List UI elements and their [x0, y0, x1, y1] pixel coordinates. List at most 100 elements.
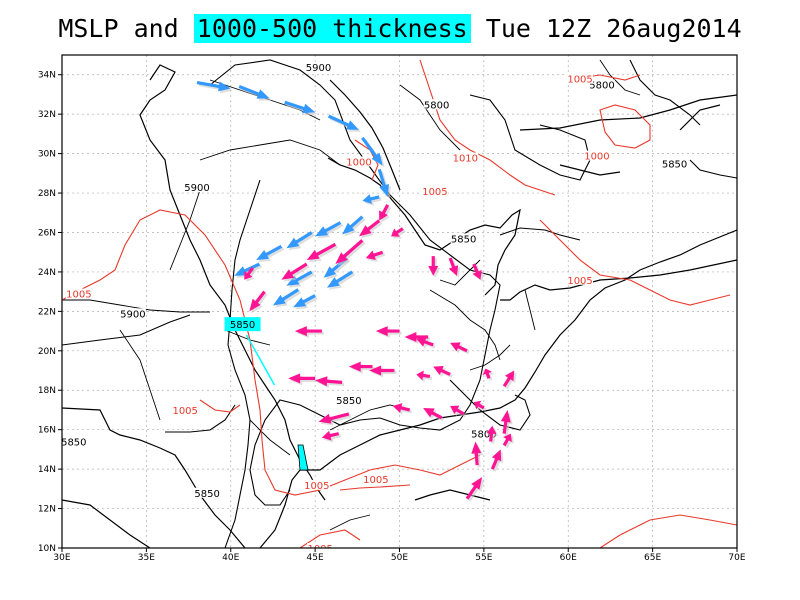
lon-tick-label: 60E [560, 553, 577, 563]
thickness-label-bg [194, 487, 221, 498]
wind-arrow-blue [284, 100, 318, 116]
lat-tick-label: 16N [38, 426, 56, 436]
thickness-label-bg [184, 182, 210, 193]
lat-tick-label: 20N [38, 347, 56, 357]
wind-arrow-blue [196, 81, 233, 94]
wind-arrow-blue [272, 288, 302, 308]
wind-arrow-magenta [482, 368, 494, 381]
wind-arrow-magenta [473, 400, 487, 412]
highlight-pointer [245, 334, 276, 386]
thickness-label: 5900 [120, 309, 145, 320]
thickness-label-bg [450, 233, 477, 244]
highlight-label: 5850 [224, 317, 276, 386]
pressure-label: 1005 [307, 544, 332, 555]
lat-tick-label: 10N [38, 544, 56, 554]
thickness-label: 5850 [662, 159, 687, 170]
thickness-label: 5850 [194, 489, 219, 500]
pressure-label: 1005 [172, 406, 197, 417]
lon-tick-label: 50E [391, 553, 408, 563]
lon-tick-label: 30E [53, 553, 70, 563]
wind-arrow-magenta [281, 262, 310, 282]
wind-arrow-magenta [502, 370, 517, 390]
pressure-label: 1000 [584, 152, 609, 163]
wind-arrow-blue [361, 136, 385, 168]
lat-tick-label: 12N [38, 505, 56, 515]
wind-arrow-magenta [472, 263, 484, 282]
wind-arrow-blue [342, 215, 366, 237]
highlight-label-bg [224, 317, 261, 332]
wind-arrow-blue [286, 231, 315, 251]
thickness-label-bg [305, 61, 332, 72]
pressure-label: 1010 [453, 154, 478, 165]
lon-tick-label: 55E [475, 553, 492, 563]
wind-arrow-magenta [391, 227, 406, 239]
pressure-label: 1005 [66, 290, 91, 301]
wind-arrow-blue [326, 270, 356, 290]
lon-tick-label: 40E [222, 553, 239, 563]
thickness-label-bg [589, 79, 615, 90]
wind-arrow-blue [286, 270, 315, 288]
lat-tick-label: 34N [38, 71, 56, 81]
thickness-label: 5850 [61, 437, 86, 448]
wind-arrow-magenta [500, 409, 513, 436]
lon-tick-label: 65E [644, 553, 661, 563]
wind-arrow-magenta [288, 373, 318, 386]
pressure-label: 1005 [422, 187, 447, 198]
wind-arrow-blue [377, 168, 391, 199]
pressure-label-bg [346, 156, 372, 167]
wind-arrow-magenta [306, 242, 339, 263]
lat-tick-label: 22N [38, 307, 56, 317]
pressure-label: 1005 [363, 475, 388, 486]
pressure-label-bg [567, 274, 594, 285]
pressure-label-bg [303, 479, 330, 490]
lon-tick-label: 45E [307, 553, 324, 563]
wind-arrow-magenta [379, 204, 392, 223]
wind-arrow-magenta [416, 370, 433, 383]
pressure-label: 1000 [346, 157, 371, 168]
wind-arrow-magenta [465, 477, 485, 502]
thickness-contours [62, 59, 737, 548]
thickness-label-bg [62, 436, 87, 447]
lon-tick-label: 70E [728, 553, 745, 563]
thickness-label-bg [119, 308, 146, 319]
wind-arrow-magenta [448, 257, 461, 278]
thickness-label: 5850 [451, 234, 476, 245]
lon-tick-label: 35E [138, 553, 155, 563]
pressure-label-bg [421, 186, 448, 197]
thickness-label-bg [470, 428, 497, 439]
wind-arrow-magenta [318, 412, 352, 426]
thickness-label: 5850 [336, 396, 361, 407]
thickness-label: 5900 [184, 183, 209, 194]
pressure-label-bg [583, 150, 610, 161]
pressure-label-bg [172, 404, 199, 415]
lat-tick-label: 24N [38, 268, 56, 278]
lat-tick-label: 26N [38, 228, 56, 238]
lat-tick-label: 28N [38, 189, 56, 199]
pressure-label-bg [567, 73, 594, 84]
wind-arrow-magenta [359, 219, 383, 239]
lat-tick-label: 32N [38, 110, 56, 120]
pressure-label-bg [362, 473, 389, 484]
pressure-label-bg [307, 542, 334, 548]
pressure-label: 1005 [567, 75, 592, 86]
lat-tick-label: 18N [38, 386, 56, 396]
pressure-label: 1005 [304, 481, 329, 492]
thickness-label-bg [661, 158, 688, 169]
wind-arrow-magenta [348, 361, 375, 374]
wind-arrow-magenta [294, 326, 324, 339]
wind-arrow-magenta [423, 407, 445, 422]
wind-arrow-magenta [486, 425, 499, 444]
wind-arrow-magenta [335, 239, 366, 267]
map-title: MSLP and 1000-500 thickness Tue 12Z 26au… [0, 14, 800, 54]
wind-arrow-magenta [244, 267, 256, 282]
wind-arrow-magenta [365, 250, 386, 262]
wind-arrow-magenta [502, 433, 514, 449]
thickness-label: 5800 [589, 81, 614, 92]
wind-arrow-magenta [249, 290, 268, 314]
thickness-label-bg [335, 395, 362, 406]
title-text-2: Tue 12Z 26aug2014 [470, 14, 742, 43]
wind-arrow-blue [362, 194, 382, 206]
wind-arrow-blue [238, 85, 272, 101]
pressure-label-bg [452, 152, 479, 163]
